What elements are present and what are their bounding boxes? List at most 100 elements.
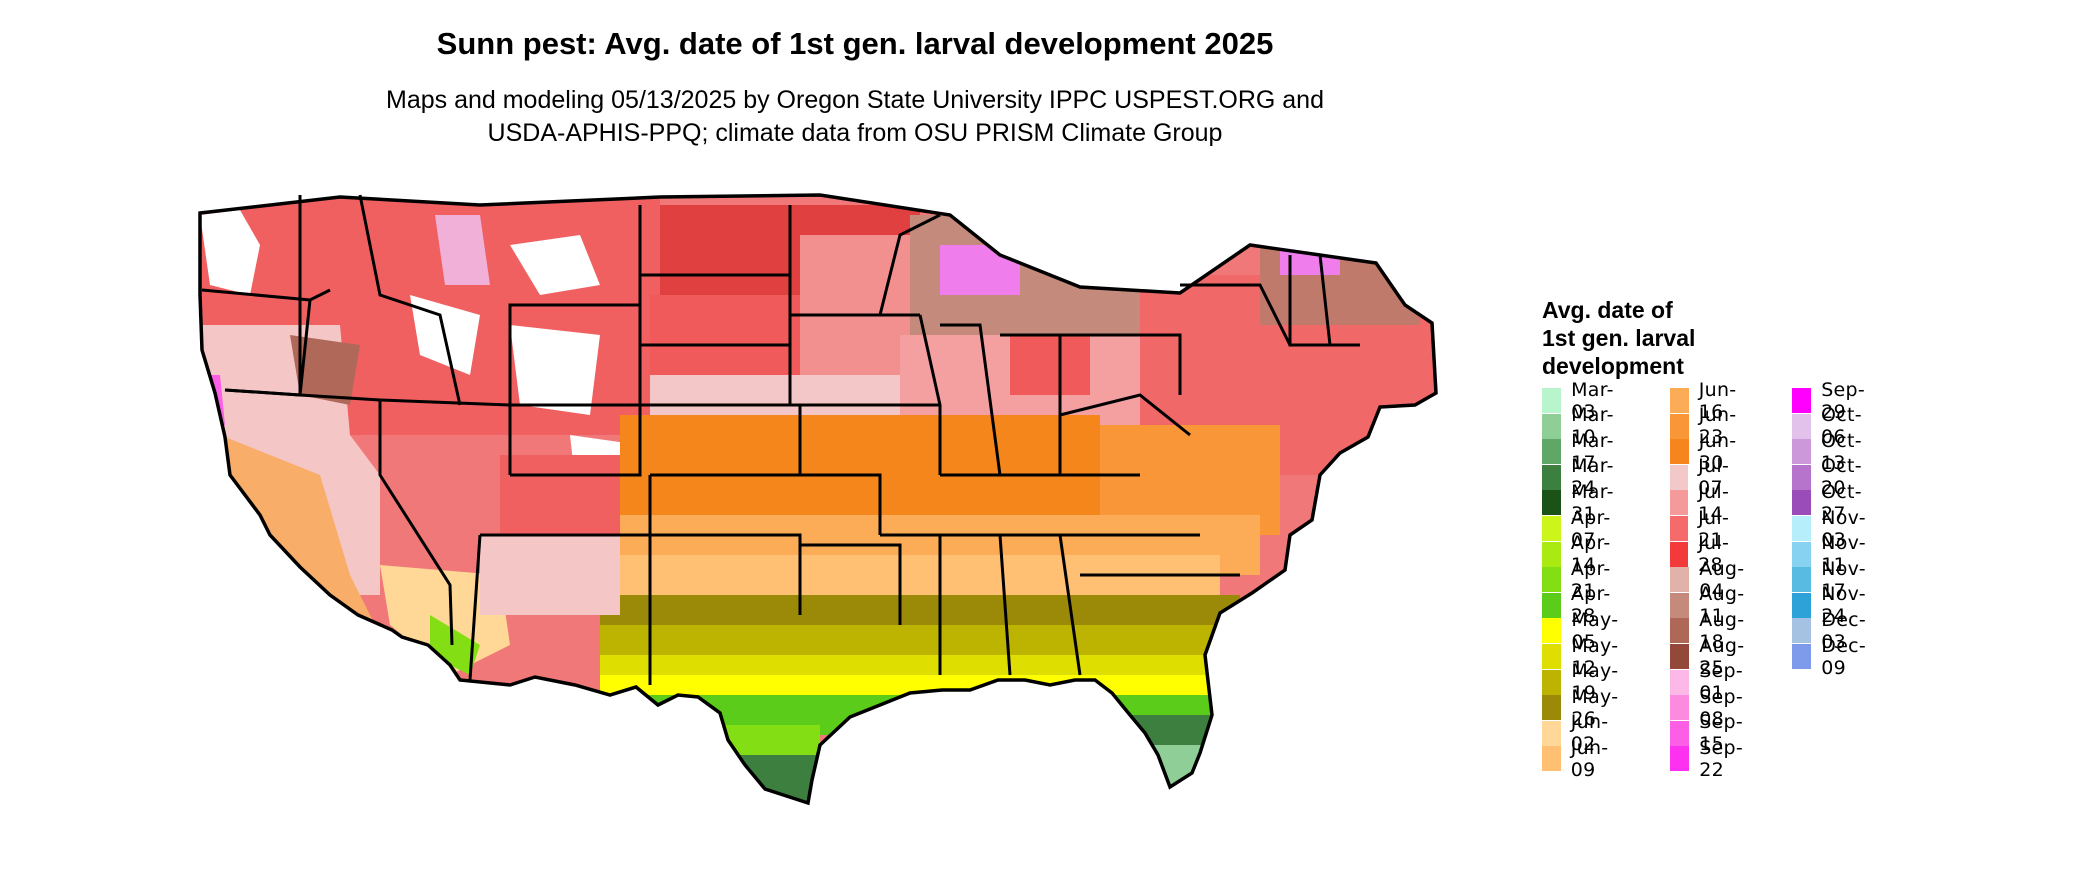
legend-item: Apr-21	[1542, 558, 1618, 602]
legend-item: Sep-01	[1670, 660, 1750, 704]
legend-item: Aug-04	[1670, 558, 1751, 602]
legend-item: May-05	[1542, 609, 1625, 653]
legend-label: Sep-08	[1699, 685, 1744, 730]
legend-label: Dec-03	[1821, 608, 1867, 653]
legend-item: Mar-31	[1542, 481, 1621, 525]
legend-item: Sep-08	[1670, 686, 1750, 730]
legend-item: Oct-13	[1792, 430, 1869, 474]
state-boundaries	[201, 194, 1360, 685]
map-title: Sunn pest: Avg. date of 1st gen. larval …	[436, 26, 1274, 61]
legend-item: May-19	[1542, 660, 1625, 704]
legend-swatch	[1792, 388, 1812, 413]
legend-label: Sep-29	[1821, 378, 1866, 423]
subtitle-text: Maps and modeling 05/13/2025 by Oregon S…	[386, 86, 1324, 147]
border-ny	[1180, 283, 1292, 346]
legend-item: Apr-28	[1542, 583, 1618, 627]
legend-swatch	[1792, 618, 1812, 644]
legend-label: Oct-06	[1820, 404, 1862, 449]
legend-item: Oct-06	[1792, 404, 1869, 448]
legend-swatch	[1542, 695, 1562, 721]
legend-item: Sep-15	[1670, 711, 1750, 755]
region-utah	[500, 455, 620, 535]
legend-swatch	[1792, 464, 1811, 490]
border-mn-wi	[878, 213, 941, 316]
map-subtitle: Maps and modeling 05/13/2025 by Oregon S…	[300, 84, 1410, 150]
legend-label: Apr-28	[1570, 583, 1611, 628]
border-il-in	[940, 323, 1002, 476]
region-wyoming-mtn	[510, 325, 600, 415]
legend-item: Jun-23	[1670, 404, 1744, 448]
legend-label: Nov-03	[1821, 506, 1866, 551]
region-new-mexico	[480, 535, 620, 615]
legend-label: Oct-20	[1820, 455, 1862, 500]
legend-swatch	[1542, 388, 1562, 413]
border-mo-ar	[800, 473, 882, 535]
border-pa	[1060, 333, 1182, 395]
legend-label: Apr-14	[1570, 532, 1611, 577]
legend-label: Apr-21	[1570, 557, 1611, 602]
legend-label: Jun-23	[1698, 404, 1737, 449]
legend-item: Nov-03	[1792, 507, 1873, 551]
legend-label: May-12	[1571, 634, 1619, 679]
legend-swatch	[1670, 618, 1690, 644]
legend-swatch	[1792, 644, 1812, 669]
legend-swatch	[1542, 669, 1562, 695]
legend-item: Oct-20	[1792, 455, 1869, 499]
border-ok-tx	[650, 533, 802, 615]
legend-swatch	[1670, 388, 1689, 413]
legend-label: Dec-09	[1821, 634, 1867, 679]
legend-item: Jul-07	[1670, 455, 1737, 499]
legend-title: Avg. date of 1st gen. larval development	[1542, 297, 1696, 379]
legend-item: Nov-24	[1792, 583, 1873, 627]
legend-label: Jul-14	[1698, 480, 1730, 525]
legend-swatch	[1542, 490, 1562, 516]
legend-swatch	[1542, 618, 1562, 644]
legend-item: Sep-29	[1792, 379, 1872, 423]
legend-label: Jul-07	[1698, 455, 1730, 500]
legend-label: Apr-07	[1570, 506, 1611, 551]
legend-item: Oct-27	[1792, 481, 1869, 525]
border-ar-la	[800, 543, 902, 625]
legend-label: Sep-22	[1699, 736, 1744, 781]
border-id-mt	[358, 194, 462, 406]
legend-item: Nov-17	[1792, 558, 1873, 602]
legend-item: Dec-03	[1792, 609, 1873, 653]
legend-item: Nov-11	[1792, 532, 1873, 576]
legend-swatch	[1542, 592, 1561, 618]
legend-label: Jul-21	[1698, 506, 1730, 551]
legend-item: Jul-28	[1670, 532, 1737, 576]
legend-item: Sep-22	[1670, 737, 1750, 781]
region-montana-mtn	[510, 235, 600, 295]
us-map	[198, 193, 1438, 806]
legend-swatch	[1542, 746, 1561, 772]
legend-label: Aug-11	[1699, 583, 1745, 628]
region-texas-tip	[740, 755, 820, 803]
legend-label: Jun-09	[1570, 736, 1609, 781]
border-az-line	[468, 534, 482, 681]
legend-label: Mar-17	[1571, 429, 1614, 474]
legend-swatch	[1542, 516, 1561, 541]
legend-swatch	[1670, 516, 1689, 541]
legend-label: Mar-31	[1571, 480, 1614, 525]
legend-item: Jun-16	[1670, 379, 1744, 423]
region-michigan	[1010, 335, 1090, 395]
legend-item: Aug-11	[1670, 583, 1751, 627]
legend-label: Aug-18	[1699, 608, 1745, 653]
legend-label: Sep-15	[1699, 711, 1744, 756]
legend-item: Jun-02	[1542, 711, 1616, 755]
legend-swatch	[1792, 516, 1812, 541]
legend-swatch	[1670, 720, 1690, 746]
legend-item: Jul-14	[1670, 481, 1737, 525]
legend-swatch	[1792, 567, 1812, 593]
legend-swatch	[1670, 695, 1690, 721]
legend-label: Mar-03	[1571, 378, 1614, 423]
legend-item: Dec-09	[1792, 635, 1873, 679]
border-new-england	[1288, 255, 1360, 347]
legend-label: Jun-16	[1698, 378, 1737, 423]
legend-swatch	[1792, 541, 1812, 567]
legend-item: Jul-21	[1670, 507, 1737, 551]
legend-swatch	[1792, 592, 1812, 618]
legend-swatch	[1670, 567, 1690, 593]
legend-label: Mar-10	[1571, 404, 1614, 449]
legend-label: Jul-28	[1698, 532, 1730, 577]
